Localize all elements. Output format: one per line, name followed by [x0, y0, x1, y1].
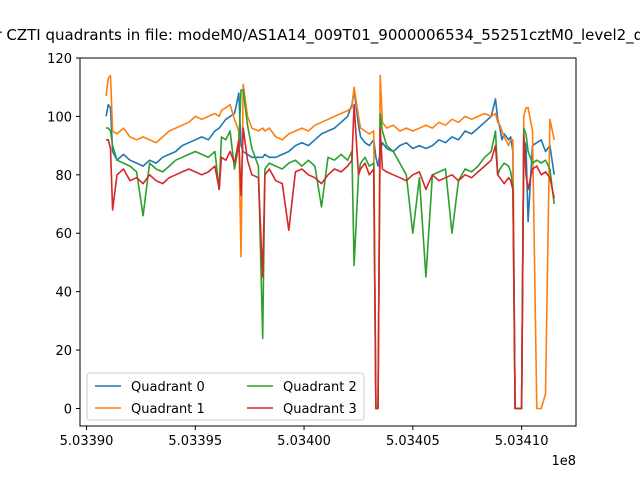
- axes-layer: 5.03390 5.03395 5.03400 5.03405 5.03410 0 20 40…: [47, 52, 548, 449]
- legend: Quadrant 0 Quadrant 1 Quadrant 2 Quadrant 3: [86, 372, 365, 421]
- y-tick-label: 100: [47, 110, 72, 125]
- y-tick-label: 0: [64, 402, 72, 417]
- series-line-quadrant-1: [105, 74, 555, 410]
- legend-label: Quadrant 3: [283, 402, 357, 417]
- plot-area: [80, 58, 576, 426]
- series-layer: [105, 74, 555, 410]
- y-tick-label: 40: [55, 286, 72, 301]
- x-tick-label: 5.03405: [386, 434, 440, 449]
- legend-label: Quadrant 1: [131, 402, 205, 417]
- y-tick-label: 60: [55, 227, 72, 242]
- plot-frame: [79, 57, 577, 427]
- chart-title: Light curve for CZTI quadrants in file: …: [0, 26, 640, 45]
- y-tick-label: 20: [55, 344, 72, 359]
- x-tick-label: 5.03410: [495, 434, 549, 449]
- x-tick-label: 5.03400: [277, 434, 331, 449]
- x-tick-label: 5.03395: [168, 434, 222, 449]
- x-tick-label: 5.03390: [60, 434, 114, 449]
- y-tick-label: 80: [55, 169, 72, 184]
- series-line-quadrant-3: [106, 103, 555, 410]
- legend-label: Quadrant 0: [131, 380, 205, 395]
- y-tick-label: 120: [47, 52, 72, 67]
- legend-box: [86, 372, 365, 421]
- x-axis-offset-label: 1e8: [551, 454, 576, 469]
- legend-label: Quadrant 2: [283, 380, 357, 395]
